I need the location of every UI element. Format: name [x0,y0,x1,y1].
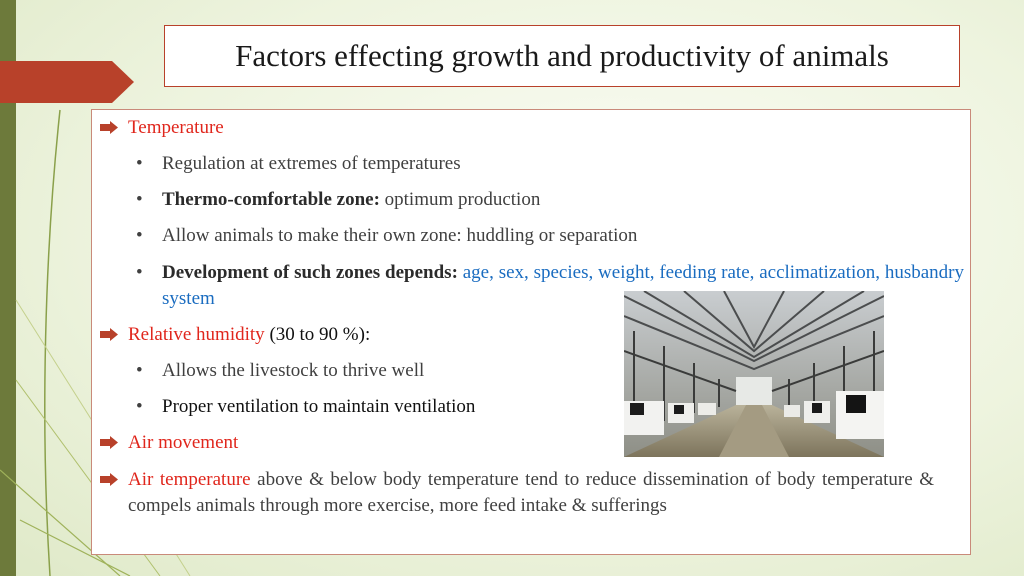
air-movement-heading: Air movement [128,432,239,453]
bullet-air-temperature: Air temperature above & below body tempe… [100,467,935,519]
temperature-item-3-text: Allow animals to make their own zone: hu… [162,225,638,246]
left-accent-bar [0,0,16,576]
bullet-humidity: Relative humidity (30 to 90 %): [100,322,934,348]
zones-depends-factors: age, sex, species, weight, feeding rate,… [162,262,965,309]
arrow-bullet-icon [100,328,118,341]
humidity-item-2-text: Proper ventilation to maintain ventilati… [162,396,476,417]
page-title: Factors effecting growth and productivit… [235,38,889,73]
bullet-temperature: Temperature [100,115,934,141]
title-arrow-shape [0,61,134,103]
air-temperature-heading: Air temperature [128,469,251,490]
zones-depends-label: Development of such zones depends: [162,262,458,283]
content-panel: Temperature • Regulation at extremes of … [91,109,971,555]
bullet-air-movement: Air movement [100,430,934,456]
dot-bullet-icon: • [136,153,143,174]
thermo-zone-label: Thermo-comfortable zone: [162,189,380,210]
arrow-bullet-icon [100,436,118,449]
dot-bullet-icon: • [136,189,143,210]
humidity-item-1-text: Allows the livestock to thrive well [162,360,425,381]
temperature-item-2: • Thermo-comfortable zone: optimum produ… [136,187,964,213]
thermo-zone-text: optimum production [379,189,541,210]
temperature-heading: Temperature [128,117,224,138]
air-temperature-text: above & below body temperature tend to r… [128,469,935,516]
temperature-item-3: • Allow animals to make their own zone: … [136,223,964,249]
dot-bullet-icon: • [136,396,143,417]
humidity-heading: Relative humidity [128,324,265,345]
humidity-item-1: • Allows the livestock to thrive well [136,358,964,384]
dot-bullet-icon: • [136,225,143,246]
arrow-bullet-icon [100,121,118,134]
temperature-item-1-text: Regulation at extremes of temperatures [162,153,461,174]
humidity-item-2: • Proper ventilation to maintain ventila… [136,394,964,420]
arrow-bullet-icon [100,473,118,486]
temperature-item-4: • Development of such zones depends: age… [136,260,965,312]
humidity-range: (30 to 90 %): [264,324,371,345]
cows-in-barn-photo [624,291,884,457]
dot-bullet-icon: • [136,360,143,381]
temperature-item-1: • Regulation at extremes of temperatures [136,151,964,177]
dot-bullet-icon: • [136,262,143,283]
title-box: Factors effecting growth and productivit… [164,25,960,87]
